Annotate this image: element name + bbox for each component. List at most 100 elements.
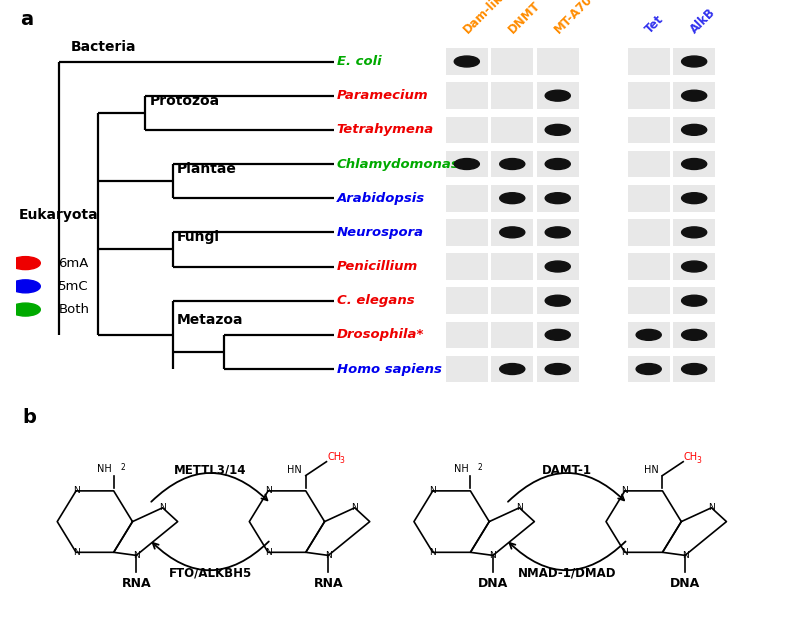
Text: N: N xyxy=(516,503,522,512)
Bar xyxy=(627,287,670,314)
Circle shape xyxy=(500,159,525,170)
Text: CH: CH xyxy=(684,452,698,461)
Text: MT-A70: MT-A70 xyxy=(552,0,595,36)
Text: N: N xyxy=(430,548,436,557)
Bar xyxy=(491,219,534,246)
Circle shape xyxy=(682,227,706,238)
Text: Penicillium: Penicillium xyxy=(337,260,418,273)
Text: Fungi: Fungi xyxy=(177,230,220,244)
Text: NH: NH xyxy=(97,464,112,474)
Circle shape xyxy=(682,124,706,135)
Text: N: N xyxy=(73,548,79,557)
Bar xyxy=(537,321,579,348)
Bar xyxy=(673,219,715,246)
Circle shape xyxy=(636,364,662,374)
Circle shape xyxy=(546,261,570,272)
Circle shape xyxy=(682,364,706,374)
Bar xyxy=(673,83,715,109)
Text: 2: 2 xyxy=(121,463,126,472)
Bar xyxy=(537,287,579,314)
Bar xyxy=(491,321,534,348)
Circle shape xyxy=(682,56,706,67)
Bar xyxy=(491,356,534,382)
Bar xyxy=(446,253,488,280)
Text: RNA: RNA xyxy=(314,577,343,591)
Text: Dam-like: Dam-like xyxy=(461,0,511,36)
Text: N: N xyxy=(325,551,332,560)
Text: 6mA: 6mA xyxy=(58,257,89,269)
Text: AlkB: AlkB xyxy=(688,6,718,36)
Bar xyxy=(627,253,670,280)
Circle shape xyxy=(10,257,40,269)
Text: N: N xyxy=(622,548,628,557)
Text: DNMT: DNMT xyxy=(506,0,543,36)
Circle shape xyxy=(546,227,570,238)
Bar xyxy=(491,48,534,75)
Text: RNA: RNA xyxy=(122,577,151,591)
Bar xyxy=(446,116,488,143)
Text: Chlamydomonas: Chlamydomonas xyxy=(337,157,459,170)
Text: E. coli: E. coli xyxy=(337,55,382,68)
Circle shape xyxy=(682,90,706,101)
Bar xyxy=(446,185,488,211)
Bar xyxy=(491,287,534,314)
Text: Tetrahymena: Tetrahymena xyxy=(337,124,434,136)
Text: N: N xyxy=(351,503,358,512)
Bar xyxy=(673,287,715,314)
Text: 3: 3 xyxy=(340,456,345,465)
Text: Paramecium: Paramecium xyxy=(337,89,428,102)
Text: HN: HN xyxy=(287,465,302,475)
Text: N: N xyxy=(682,551,689,560)
Text: 2: 2 xyxy=(477,463,482,472)
Text: N: N xyxy=(622,486,628,495)
Circle shape xyxy=(500,227,525,238)
Bar xyxy=(491,150,534,177)
Text: NH: NH xyxy=(454,464,469,474)
Text: CH: CH xyxy=(327,452,342,461)
Bar xyxy=(537,48,579,75)
Bar xyxy=(537,219,579,246)
Text: 5mC: 5mC xyxy=(58,280,89,293)
Text: Both: Both xyxy=(58,303,90,316)
Bar xyxy=(627,150,670,177)
Bar xyxy=(537,185,579,211)
Text: NMAD-1/DMAD: NMAD-1/DMAD xyxy=(518,566,616,579)
Text: a: a xyxy=(20,10,33,29)
Bar xyxy=(627,219,670,246)
Text: N: N xyxy=(265,486,271,495)
Text: N: N xyxy=(490,551,496,560)
Text: Eukaryota: Eukaryota xyxy=(19,208,98,222)
Circle shape xyxy=(682,330,706,340)
Bar xyxy=(627,321,670,348)
Bar xyxy=(537,116,579,143)
Circle shape xyxy=(454,159,479,170)
Circle shape xyxy=(500,364,525,374)
Bar xyxy=(491,116,534,143)
Circle shape xyxy=(682,261,706,272)
Circle shape xyxy=(682,295,706,306)
Bar xyxy=(627,116,670,143)
Bar xyxy=(491,185,534,211)
Text: N: N xyxy=(133,551,140,560)
Bar xyxy=(491,253,534,280)
Circle shape xyxy=(10,303,40,316)
Circle shape xyxy=(546,159,570,170)
Bar xyxy=(446,356,488,382)
Bar xyxy=(673,150,715,177)
Text: Tet: Tet xyxy=(642,12,666,36)
Bar xyxy=(446,150,488,177)
Circle shape xyxy=(546,330,570,340)
Circle shape xyxy=(546,364,570,374)
Bar xyxy=(627,356,670,382)
Bar xyxy=(446,321,488,348)
Bar xyxy=(673,116,715,143)
Text: b: b xyxy=(22,408,36,428)
Text: DNA: DNA xyxy=(478,577,508,591)
Bar xyxy=(537,83,579,109)
Bar xyxy=(673,253,715,280)
Bar xyxy=(627,48,670,75)
Bar xyxy=(673,356,715,382)
Bar xyxy=(491,83,534,109)
Bar xyxy=(446,83,488,109)
Text: N: N xyxy=(73,486,79,495)
